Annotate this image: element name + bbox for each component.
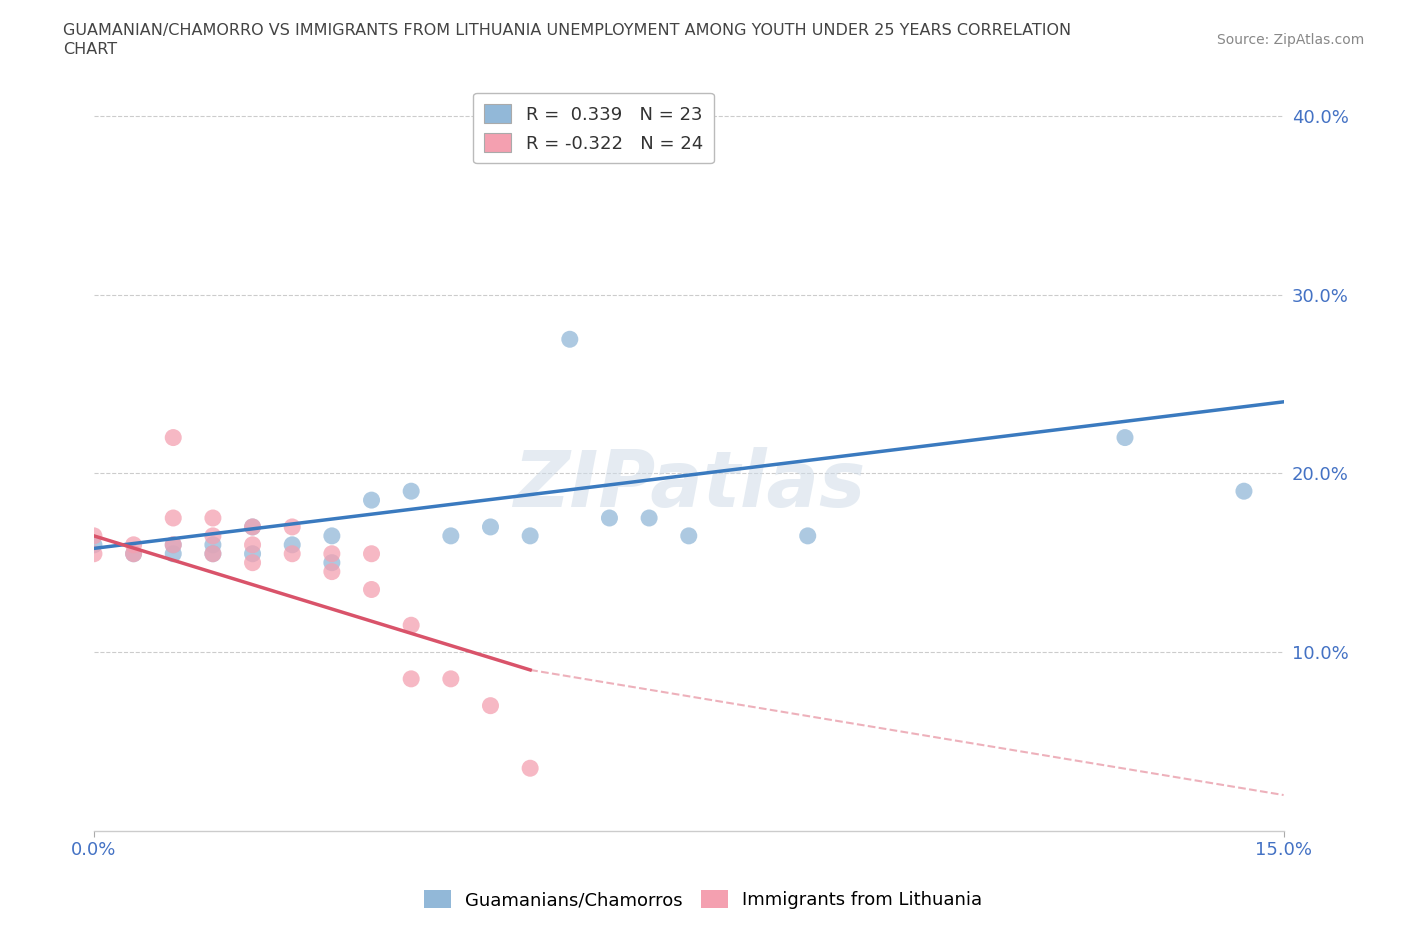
Point xyxy=(440,671,463,686)
Legend: R =  0.339   N = 23, R = -0.322   N = 24: R = 0.339 N = 23, R = -0.322 N = 24 xyxy=(474,93,714,164)
Point xyxy=(242,520,264,535)
Point xyxy=(796,528,818,543)
Point xyxy=(360,493,382,508)
Point xyxy=(321,546,343,561)
Point xyxy=(242,538,264,552)
Point xyxy=(360,582,382,597)
Point xyxy=(558,332,581,347)
Point xyxy=(83,528,105,543)
Point xyxy=(321,528,343,543)
Point xyxy=(83,538,105,552)
Point xyxy=(1233,484,1256,498)
Point xyxy=(162,538,184,552)
Text: CHART: CHART xyxy=(63,42,117,57)
Text: Source: ZipAtlas.com: Source: ZipAtlas.com xyxy=(1216,33,1364,46)
Text: GUAMANIAN/CHAMORRO VS IMMIGRANTS FROM LITHUANIA UNEMPLOYMENT AMONG YOUTH UNDER 2: GUAMANIAN/CHAMORRO VS IMMIGRANTS FROM LI… xyxy=(63,23,1071,38)
Point xyxy=(281,538,304,552)
Point xyxy=(678,528,700,543)
Point xyxy=(122,546,145,561)
Point xyxy=(638,511,661,525)
Point xyxy=(360,546,382,561)
Point xyxy=(83,546,105,561)
Point xyxy=(242,555,264,570)
Point xyxy=(479,520,502,535)
Point xyxy=(399,671,422,686)
Point xyxy=(281,520,304,535)
Point xyxy=(201,538,224,552)
Point xyxy=(162,431,184,445)
Point xyxy=(479,698,502,713)
Point xyxy=(1114,431,1136,445)
Legend: Guamanians/Chamorros, Immigrants from Lithuania: Guamanians/Chamorros, Immigrants from Li… xyxy=(416,883,990,916)
Point xyxy=(201,546,224,561)
Point xyxy=(162,546,184,561)
Point xyxy=(399,484,422,498)
Point xyxy=(242,520,264,535)
Point xyxy=(162,511,184,525)
Point xyxy=(321,565,343,579)
Point xyxy=(162,538,184,552)
Point xyxy=(201,528,224,543)
Point xyxy=(122,538,145,552)
Point xyxy=(122,546,145,561)
Point xyxy=(242,546,264,561)
Point xyxy=(440,528,463,543)
Point xyxy=(598,511,620,525)
Point xyxy=(519,761,541,776)
Point xyxy=(399,618,422,632)
Point xyxy=(201,546,224,561)
Text: ZIPatlas: ZIPatlas xyxy=(513,447,865,524)
Point xyxy=(321,555,343,570)
Point xyxy=(201,511,224,525)
Point xyxy=(519,528,541,543)
Point xyxy=(281,546,304,561)
